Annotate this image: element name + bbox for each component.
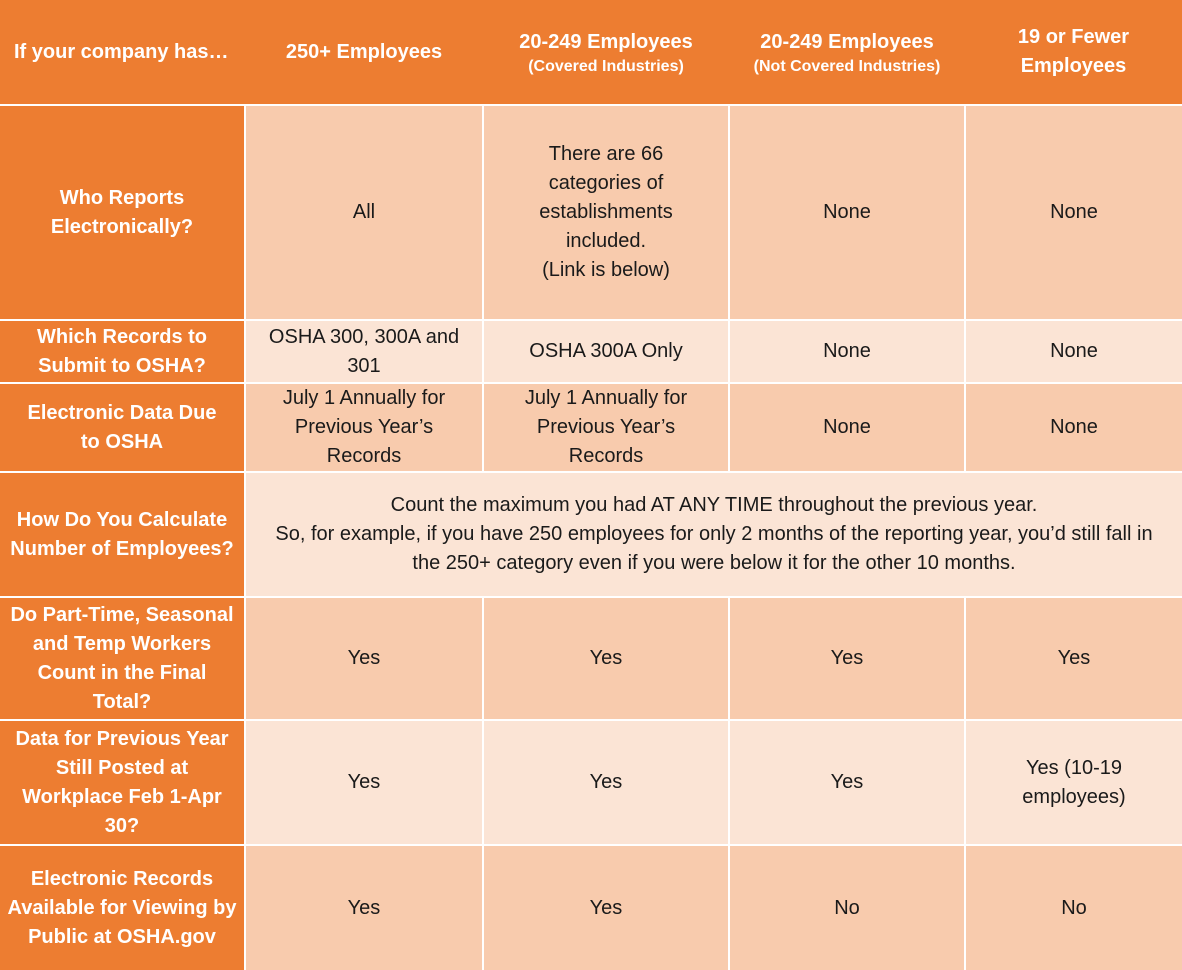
table-row: Data for Previous Year Still Posted at W…: [0, 719, 1182, 846]
table-cell: There are 66 categories of establishment…: [482, 104, 730, 321]
row-header: How Do You Calculate Number of Employees…: [0, 471, 246, 598]
header-cell: 250+ Employees: [245, 0, 483, 106]
header-cell: 20-249 Employees (Covered Industries): [483, 0, 729, 106]
table-cell: No: [728, 844, 966, 970]
table-cell: Yes (10-19 employees): [964, 719, 1182, 846]
table-cell: Yes: [482, 719, 730, 846]
header-cell: 19 or Fewer Employees: [965, 0, 1182, 106]
header-cell: 20-249 Employees (Not Covered Industries): [729, 0, 965, 106]
table-row: Electronic Data Due to OSHA July 1 Annua…: [0, 382, 1182, 473]
table-cell: Yes: [244, 844, 484, 970]
row-header: Electronic Data Due to OSHA: [0, 382, 246, 473]
row-header: Which Records to Submit to OSHA?: [0, 319, 246, 384]
header-cell: If your company has…: [0, 0, 245, 106]
table-row: Electronic Records Available for Viewing…: [0, 844, 1182, 970]
table-cell: Yes: [964, 596, 1182, 721]
table-cell: None: [964, 382, 1182, 473]
table-cell: Yes: [244, 719, 484, 846]
table-cell: All: [244, 104, 484, 321]
table-cell: None: [964, 319, 1182, 384]
table-cell: None: [728, 104, 966, 321]
table-cell: OSHA 300, 300A and 301: [244, 319, 484, 384]
header-row: If your company has… 250+ Employees 20-2…: [0, 0, 1182, 106]
table-cell: Yes: [728, 596, 966, 721]
table-cell: Yes: [482, 844, 730, 970]
table-cell: None: [964, 104, 1182, 321]
row-header: Do Part-Time, Seasonal and Temp Workers …: [0, 596, 246, 721]
table-cell: None: [728, 319, 966, 384]
table-row: Which Records to Submit to OSHA? OSHA 30…: [0, 319, 1182, 384]
table-cell: Yes: [482, 596, 730, 721]
merged-cell: Count the maximum you had AT ANY TIME th…: [244, 471, 1182, 598]
table-cell: July 1 Annually for Previous Year’s Reco…: [244, 382, 484, 473]
table-row: How Do You Calculate Number of Employees…: [0, 471, 1182, 598]
table-cell: OSHA 300A Only: [482, 319, 730, 384]
table-cell: No: [964, 844, 1182, 970]
table-cell: July 1 Annually for Previous Year’s Reco…: [482, 382, 730, 473]
table-row: Do Part-Time, Seasonal and Temp Workers …: [0, 596, 1182, 721]
table-cell: Yes: [244, 596, 484, 721]
row-header: Who Reports Electronically?: [0, 104, 246, 321]
row-header: Data for Previous Year Still Posted at W…: [0, 719, 246, 846]
table-row: Who Reports Electronically? All There ar…: [0, 104, 1182, 321]
table-cell: None: [728, 382, 966, 473]
table-cell: Yes: [728, 719, 966, 846]
row-header: Electronic Records Available for Viewing…: [0, 844, 246, 970]
